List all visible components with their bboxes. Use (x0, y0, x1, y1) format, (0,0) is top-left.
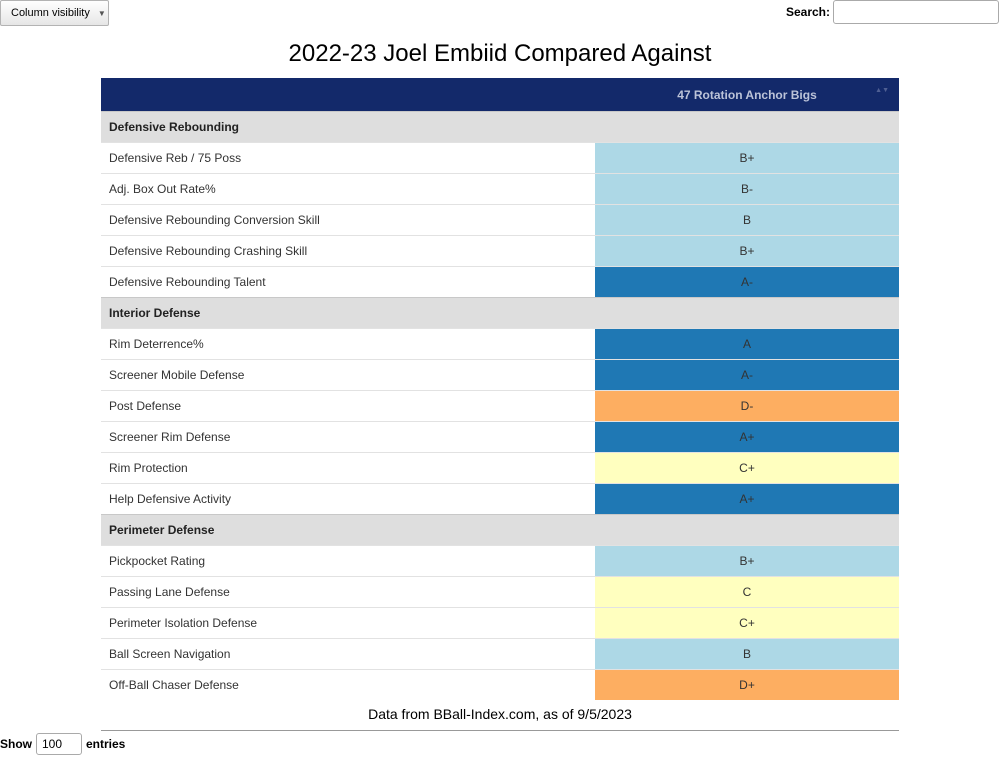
grade-cell: B- (595, 173, 899, 205)
grade-cell: A- (595, 266, 899, 298)
metric-label: Defensive Rebounding Conversion Skill (101, 204, 595, 236)
entries-label: entries (86, 737, 126, 751)
metric-label: Defensive Reb / 75 Poss (101, 142, 595, 174)
metric-label: Pickpocket Rating (101, 545, 595, 577)
metric-label: Rim Deterrence% (101, 328, 595, 360)
section-title: Perimeter Defense (101, 514, 899, 546)
metric-label: Ball Screen Navigation (101, 638, 595, 670)
metric-label: Post Defense (101, 390, 595, 422)
caret-down-icon: ▼ (97, 8, 106, 18)
section-title: Defensive Rebounding (101, 111, 899, 143)
grade-cell: C+ (595, 607, 899, 639)
table-row: Defensive Rebounding Crashing Skill B+ (101, 235, 899, 267)
page-title: 2022-23 Joel Embiid Compared Against (288, 40, 712, 67)
metric-label: Screener Mobile Defense (101, 359, 595, 391)
grade-cell: D- (595, 390, 899, 422)
grade-cell: B (595, 204, 899, 236)
sort-icon: ▲▼ (875, 87, 889, 94)
metric-label: Defensive Rebounding Talent (101, 266, 595, 298)
table-row: Defensive Rebounding Conversion Skill B (101, 204, 899, 236)
search-input[interactable] (833, 0, 999, 24)
table-row: Ball Screen Navigation B (101, 638, 899, 670)
table-row: Post Defense D- (101, 390, 899, 422)
grade-cell: A+ (595, 483, 899, 515)
source-footnote: Data from BBall-Index.com, as of 9/5/202… (101, 706, 899, 731)
section-row: Interior Defense (101, 297, 899, 329)
column-visibility-button[interactable]: Column visibility ▼ (0, 0, 109, 26)
section-row: Perimeter Defense (101, 514, 899, 546)
section-row: Defensive Rebounding (101, 111, 899, 143)
metric-label: Off-Ball Chaser Defense (101, 669, 595, 700)
table-row: Screener Mobile Defense A- (101, 359, 899, 391)
show-label: Show (0, 737, 32, 751)
table-row: Adj. Box Out Rate% B- (101, 173, 899, 205)
grade-cell: B+ (595, 142, 899, 174)
table-row: Defensive Rebounding Talent A- (101, 266, 899, 298)
grade-cell: B+ (595, 235, 899, 267)
page-length-control: Show 100 entries (0, 733, 125, 755)
column-visibility-label: Column visibility (11, 7, 90, 19)
table-row: Rim Protection C+ (101, 452, 899, 484)
comparison-column-label: 47 Rotation Anchor Bigs (677, 87, 817, 102)
table-row: Perimeter Isolation Defense C+ (101, 607, 899, 639)
grade-cell: C (595, 576, 899, 608)
table-row: Rim Deterrence% A (101, 328, 899, 360)
search-label: Search: (785, 5, 830, 19)
table-header-row: 47 Rotation Anchor Bigs ▲▼ (101, 78, 899, 112)
metric-label: Screener Rim Defense (101, 421, 595, 453)
grade-cell: D+ (595, 669, 899, 700)
table-row: Pickpocket Rating B+ (101, 545, 899, 577)
table-row: Off-Ball Chaser Defense D+ (101, 669, 899, 700)
metric-label: Help Defensive Activity (101, 483, 595, 515)
metric-label: Passing Lane Defense (101, 576, 595, 608)
section-title: Interior Defense (101, 297, 899, 329)
search-area: Search: (786, 0, 999, 24)
comparison-table: 47 Rotation Anchor Bigs ▲▼ Defensive Reb… (101, 78, 899, 700)
metric-label: Defensive Rebounding Crashing Skill (101, 235, 595, 267)
grade-cell: A (595, 328, 899, 360)
grade-cell: C+ (595, 452, 899, 484)
table-row: Screener Rim Defense A+ (101, 421, 899, 453)
metric-label: Rim Protection (101, 452, 595, 484)
metric-label: Perimeter Isolation Defense (101, 607, 595, 639)
metric-column-header[interactable] (101, 78, 595, 112)
comparison-column-header[interactable]: 47 Rotation Anchor Bigs ▲▼ (595, 78, 899, 112)
grade-cell: A+ (595, 421, 899, 453)
grade-cell: B+ (595, 545, 899, 577)
page-length-select[interactable]: 100 (36, 733, 82, 755)
table-row: Defensive Reb / 75 Poss B+ (101, 142, 899, 174)
grade-cell: B (595, 638, 899, 670)
table-row: Help Defensive Activity A+ (101, 483, 899, 515)
metric-label: Adj. Box Out Rate% (101, 173, 595, 205)
grade-cell: A- (595, 359, 899, 391)
table-row: Passing Lane Defense C (101, 576, 899, 608)
